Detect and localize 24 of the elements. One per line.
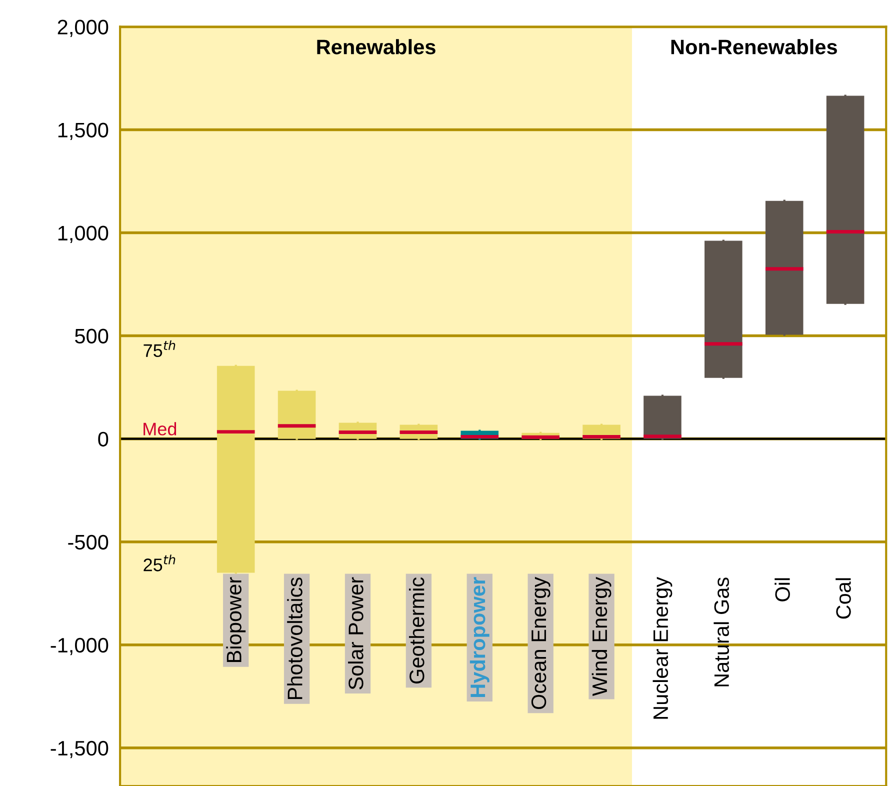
- y-tick-label: 500: [75, 328, 108, 344]
- y-tick-label: 0: [98, 432, 108, 447]
- text: 75$^{th}$: [144, 340, 176, 358]
- text: Med: [144, 422, 176, 436]
- x-tick-label: Wind Energy: [592, 576, 612, 696]
- y-tick-label: 1,500: [58, 122, 108, 140]
- y-tick-label: 1,000: [58, 226, 108, 243]
- x-tick-label: Oil: [774, 578, 790, 602]
- x-tick-label: Photovoltaics: [287, 578, 302, 700]
- x-tick-label: Coal: [836, 578, 851, 619]
- y-tick-label: -1,000: [50, 638, 108, 656]
- x-tick-label: Hydropower: [470, 577, 490, 698]
- x-tick-label: Solar Power: [348, 577, 364, 690]
- text: 25$^{th}$: [144, 554, 176, 572]
- x-tick-label: Natural Gas: [714, 578, 730, 686]
- band-label: Renewables: [317, 39, 436, 54]
- x-tick-label: Geothermic: [408, 577, 424, 684]
- y-tick-label: -1,500: [50, 740, 108, 758]
- y-tick-label: 2,000: [58, 20, 108, 37]
- x-tick-label: Nuclear Energy: [652, 576, 672, 719]
- y-tick-label: -500: [68, 534, 108, 550]
- x-tick-label: Ocean Energy: [531, 576, 550, 710]
- x-tick-label: Biopower: [226, 577, 246, 662]
- annotation: Non-Renewables: [671, 39, 837, 54]
